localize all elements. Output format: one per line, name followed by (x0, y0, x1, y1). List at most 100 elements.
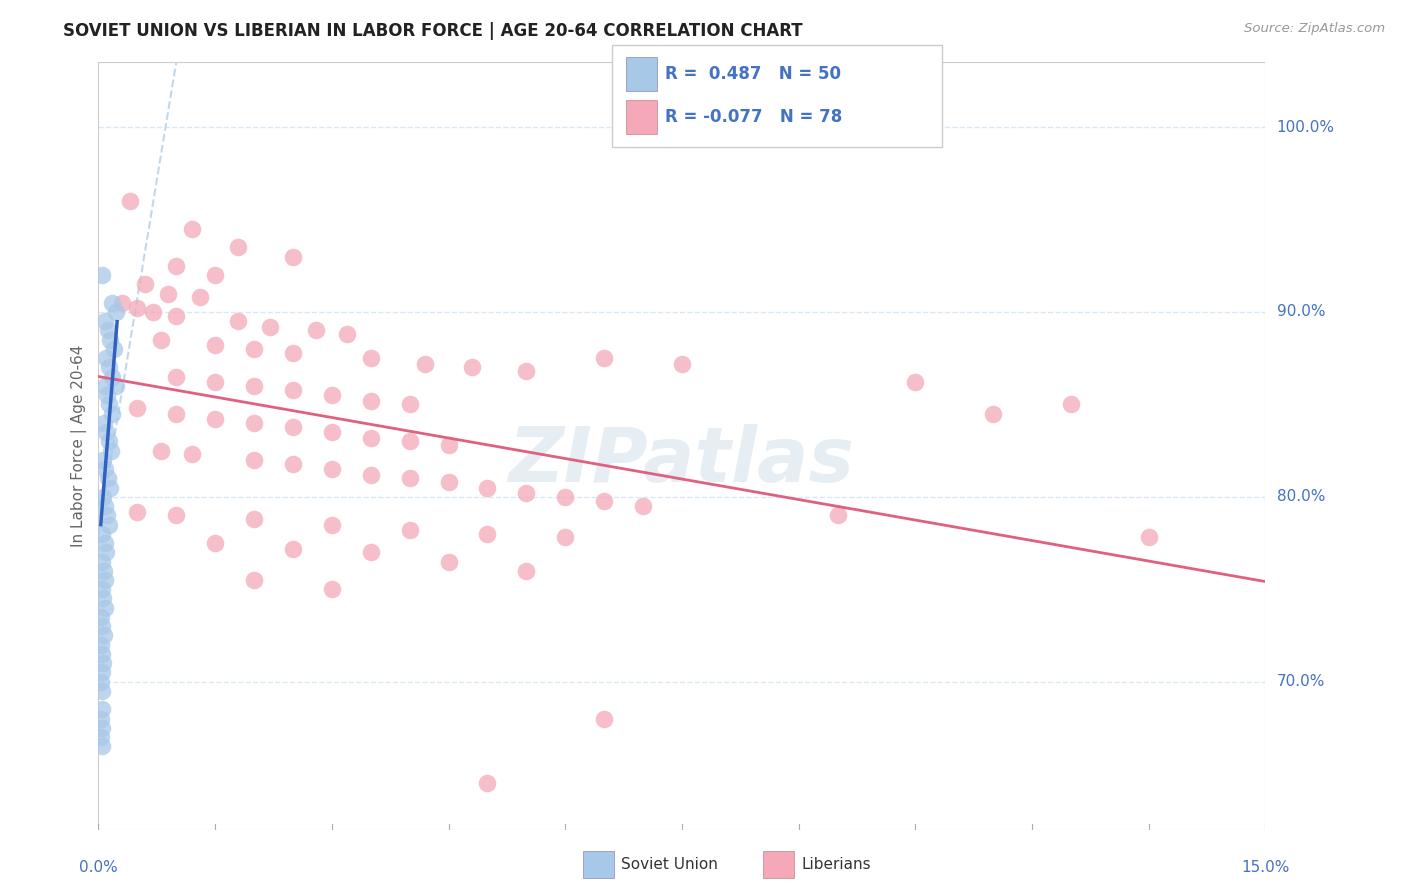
Point (180, 447, 202, 461)
Point (515, 564, 537, 578)
Point (360, 393, 382, 408)
Point (165, 309, 187, 323)
Point (97, 434, 120, 449)
Point (321, 582, 343, 597)
Point (90, 582, 112, 597)
Point (259, 319, 281, 334)
Point (321, 425, 343, 439)
Point (91, 721, 114, 735)
Point (827, 508, 849, 523)
Point (477, 776, 499, 790)
Point (96, 388, 118, 402)
Point (1137, 531, 1160, 545)
Text: Soviet Union: Soviet Union (621, 857, 718, 871)
Text: 0.0%: 0.0% (79, 860, 118, 875)
Point (91, 453, 114, 467)
Point (281, 383, 304, 397)
Point (305, 323, 328, 337)
Point (477, 481, 499, 495)
Point (243, 342, 266, 356)
Point (515, 364, 537, 378)
Point (91, 656, 114, 670)
Point (281, 541, 304, 556)
Point (91, 647, 114, 661)
Point (360, 467, 382, 482)
Y-axis label: In Labor Force | Age 20-64: In Labor Force | Age 20-64 (72, 345, 87, 547)
Point (398, 523, 420, 537)
Point (554, 531, 576, 545)
Point (127, 505, 149, 519)
Point (243, 512, 266, 526)
Point (243, 573, 266, 587)
Point (91, 526, 114, 541)
Point (281, 419, 304, 434)
Point (477, 526, 499, 541)
Point (671, 357, 693, 371)
Point (321, 388, 343, 402)
Point (204, 376, 226, 390)
Point (94, 573, 117, 587)
Point (100, 443, 122, 458)
Point (631, 499, 654, 513)
Point (515, 486, 537, 500)
Point (243, 453, 266, 467)
Point (142, 305, 165, 319)
Point (98, 397, 121, 411)
Point (97, 360, 120, 375)
Point (180, 222, 202, 236)
Text: 100.0%: 100.0% (1277, 120, 1334, 135)
Point (90, 712, 112, 726)
Point (204, 536, 226, 550)
Point (90, 674, 112, 689)
Point (93, 564, 115, 578)
Point (93, 536, 115, 550)
Text: R = -0.077   N = 78: R = -0.077 N = 78 (665, 108, 842, 126)
Point (437, 438, 460, 452)
Point (204, 268, 226, 282)
Point (93, 379, 115, 393)
Point (97, 471, 120, 485)
Point (103, 342, 125, 356)
Point (398, 471, 420, 485)
Point (101, 295, 124, 310)
Point (97, 323, 120, 337)
Point (104, 379, 127, 393)
Text: 90.0%: 90.0% (1277, 304, 1324, 319)
Text: R =  0.487   N = 50: R = 0.487 N = 50 (665, 65, 841, 83)
Point (165, 369, 187, 384)
Text: Source: ZipAtlas.com: Source: ZipAtlas.com (1244, 22, 1385, 36)
Point (127, 401, 149, 416)
Point (360, 431, 382, 445)
Point (90, 610, 112, 624)
Text: Liberians: Liberians (801, 857, 872, 871)
Text: 70.0%: 70.0% (1277, 674, 1324, 690)
Point (104, 305, 127, 319)
Point (98, 481, 121, 495)
Point (96, 545, 118, 559)
Point (461, 360, 484, 375)
Point (281, 457, 304, 471)
Point (90, 702, 112, 716)
Point (90, 555, 112, 569)
Point (593, 351, 616, 366)
Text: 80.0%: 80.0% (1277, 490, 1324, 504)
Point (188, 290, 211, 304)
Point (91, 684, 114, 698)
Point (90, 739, 112, 754)
Text: ZIPatlas: ZIPatlas (509, 425, 855, 499)
Point (165, 259, 187, 273)
Text: 15.0%: 15.0% (1241, 860, 1289, 875)
Point (360, 351, 382, 366)
Point (437, 475, 460, 489)
Point (165, 407, 187, 421)
Point (336, 327, 359, 342)
Point (437, 555, 460, 569)
Point (243, 379, 266, 393)
Point (398, 434, 420, 449)
Point (157, 286, 180, 301)
Point (127, 301, 149, 316)
Point (96, 508, 118, 523)
Point (904, 376, 927, 390)
Point (98, 517, 121, 532)
Point (398, 397, 420, 411)
